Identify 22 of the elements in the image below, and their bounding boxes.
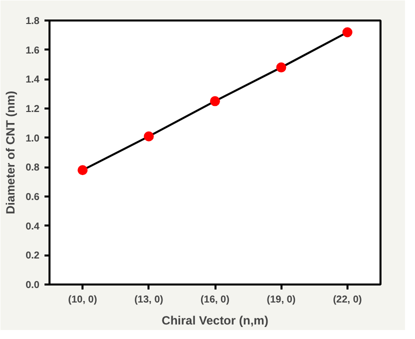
y-tick-label: 0.2 — [26, 250, 40, 262]
x-tick-label: (13, 0) — [134, 294, 164, 306]
y-tick-label: 1.2 — [26, 104, 40, 115]
y-tick-label: 0.0 — [26, 280, 40, 291]
y-tick-label: 1.8 — [26, 16, 40, 27]
y-tick-label: 0.6 — [26, 192, 40, 203]
y-tick-label: 1.6 — [26, 45, 40, 56]
point — [144, 131, 154, 142]
y-tick-label: 1.4 — [26, 74, 40, 86]
point — [276, 62, 286, 72]
y-tick-label: 0.8 — [26, 162, 40, 174]
x-tick-label: (16, 0) — [200, 294, 230, 306]
y-tick-label: 1.0 — [26, 133, 40, 144]
x-tick-label: (22, 0) — [332, 294, 362, 306]
y-axis-title: Diameter of CNT (nm) — [4, 90, 18, 214]
y-tick-label: 0.4 — [26, 221, 40, 232]
point — [342, 27, 352, 38]
x-tick-label: (10, 0) — [68, 294, 98, 306]
x-tick-label: (19, 0) — [266, 294, 296, 306]
point — [210, 96, 220, 106]
point — [78, 165, 88, 176]
x-axis-title: Chiral Vector (n,m) — [162, 314, 268, 328]
